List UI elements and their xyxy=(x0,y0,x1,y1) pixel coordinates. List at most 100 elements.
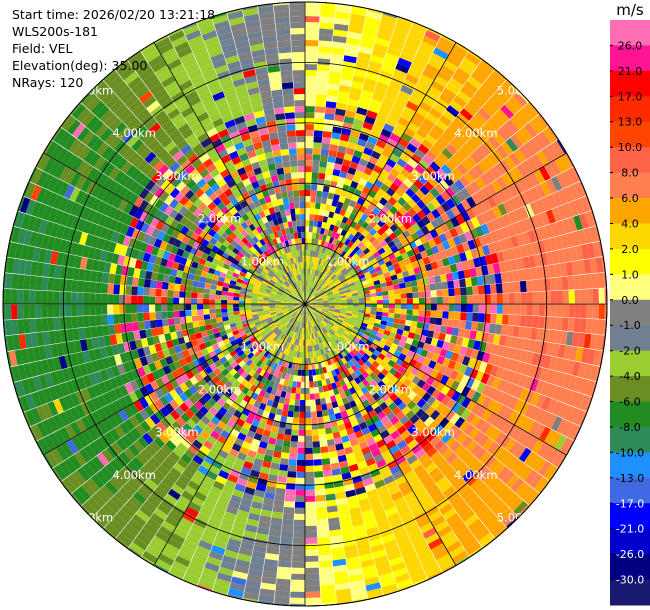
velocity-gate xyxy=(77,304,84,316)
velocity-gate xyxy=(343,223,350,232)
velocity-gate xyxy=(418,310,425,317)
velocity-gate xyxy=(192,321,200,328)
velocity-gate xyxy=(489,166,501,180)
velocity-gate xyxy=(440,325,448,334)
velocity-gate xyxy=(446,512,461,526)
velocity-gate xyxy=(398,507,412,518)
velocity-gate xyxy=(364,310,371,315)
velocity-gate xyxy=(367,463,379,472)
velocity-gate xyxy=(417,285,425,292)
velocity-gate xyxy=(167,282,175,291)
velocity-gate xyxy=(263,304,269,307)
velocity-gate xyxy=(316,374,322,381)
velocity-gate xyxy=(310,339,314,346)
velocity-gate xyxy=(403,211,413,221)
velocity-gate xyxy=(132,321,140,332)
velocity-gate xyxy=(341,127,352,136)
velocity-gate xyxy=(392,127,404,138)
velocity-gate xyxy=(363,316,370,321)
velocity-gate xyxy=(360,152,371,162)
velocity-gate xyxy=(471,94,486,108)
velocity-gate xyxy=(203,304,210,310)
velocity-gate xyxy=(399,182,410,193)
velocity-gate xyxy=(481,211,492,224)
velocity-gate xyxy=(393,528,408,540)
velocity-gate xyxy=(445,326,454,335)
velocity-gate xyxy=(334,393,342,401)
velocity-gate xyxy=(416,321,424,329)
velocity-gate xyxy=(311,184,318,191)
velocity-gate xyxy=(342,332,349,338)
velocity-gate xyxy=(310,304,317,306)
velocity-gate xyxy=(467,259,476,269)
velocity-gate xyxy=(305,136,314,143)
velocity-gate xyxy=(492,334,501,345)
velocity-gate xyxy=(319,355,324,362)
velocity-gate xyxy=(313,325,318,332)
velocity-gate xyxy=(342,321,349,326)
velocity-gate xyxy=(342,159,352,167)
velocity-gate xyxy=(346,296,353,300)
velocity-gate xyxy=(362,477,374,487)
velocity-gate xyxy=(367,396,376,405)
velocity-gate xyxy=(340,371,347,379)
velocity-gate xyxy=(520,304,527,316)
velocity-gate xyxy=(598,350,604,367)
velocity-gate xyxy=(351,290,358,294)
velocity-gate xyxy=(450,352,460,362)
velocity-gate xyxy=(334,270,341,276)
velocity-gate xyxy=(305,148,313,155)
velocity-gate xyxy=(478,532,494,547)
velocity-gate xyxy=(305,142,314,149)
velocity-gate xyxy=(465,377,475,389)
velocity-gate xyxy=(351,274,359,280)
velocity-gate xyxy=(384,397,394,407)
velocity-gate xyxy=(305,591,321,598)
velocity-gate xyxy=(282,518,294,526)
velocity-gate xyxy=(508,96,524,111)
velocity-gate xyxy=(493,355,502,367)
velocity-gate xyxy=(425,222,435,232)
velocity-gate xyxy=(373,87,387,97)
velocity-gate xyxy=(305,519,317,526)
velocity-gate xyxy=(352,301,359,304)
velocity-gate xyxy=(444,265,452,274)
velocity-gate xyxy=(515,462,529,478)
velocity-gate xyxy=(406,454,418,465)
velocity-gate xyxy=(305,411,311,418)
velocity-gate xyxy=(418,291,425,298)
velocity-gate xyxy=(395,95,409,106)
velocity-gate xyxy=(333,292,340,297)
velocity-gate xyxy=(353,69,367,78)
velocity-gate xyxy=(393,313,401,319)
velocity-gate xyxy=(65,291,72,304)
velocity-gate xyxy=(331,218,338,226)
velocity-gate xyxy=(308,274,312,281)
velocity-gate xyxy=(287,410,294,418)
velocity-gate xyxy=(316,298,323,301)
velocity-gate xyxy=(494,324,502,335)
velocity-gate xyxy=(317,524,329,532)
velocity-gate xyxy=(390,168,400,178)
velocity-gate xyxy=(486,208,497,221)
nrays-text: NRays: 120 xyxy=(12,75,84,90)
velocity-gate xyxy=(466,138,479,152)
velocity-gate xyxy=(284,501,295,508)
velocity-gate xyxy=(291,561,305,568)
velocity-gate xyxy=(445,159,457,172)
velocity-gate xyxy=(522,363,531,376)
velocity-gate xyxy=(227,296,234,301)
velocity-gate xyxy=(363,353,371,361)
velocity-gate xyxy=(173,297,180,304)
velocity-gate xyxy=(403,325,411,332)
velocity-gate xyxy=(368,236,377,244)
velocity-gate xyxy=(355,320,363,326)
velocity-gate xyxy=(334,253,341,261)
velocity-gate xyxy=(586,288,593,304)
velocity-gate xyxy=(377,372,386,381)
velocity-gate xyxy=(441,464,454,477)
velocity-gate xyxy=(336,497,348,506)
velocity-gate xyxy=(542,238,552,253)
velocity-gate xyxy=(310,274,313,281)
velocity-gate xyxy=(386,173,397,183)
